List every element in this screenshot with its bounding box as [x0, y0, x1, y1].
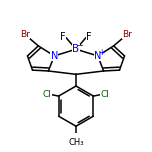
Text: Cl: Cl [42, 90, 51, 99]
Text: B: B [73, 44, 79, 54]
Text: −: − [76, 41, 83, 50]
Text: +: + [98, 48, 105, 57]
Text: Br: Br [20, 30, 30, 39]
Text: Br: Br [122, 30, 132, 39]
Text: N: N [94, 51, 101, 61]
Text: Cl: Cl [101, 90, 110, 99]
Text: F: F [86, 32, 92, 42]
Text: CH₃: CH₃ [68, 138, 84, 147]
Text: N: N [51, 51, 58, 61]
Text: F: F [60, 32, 66, 42]
